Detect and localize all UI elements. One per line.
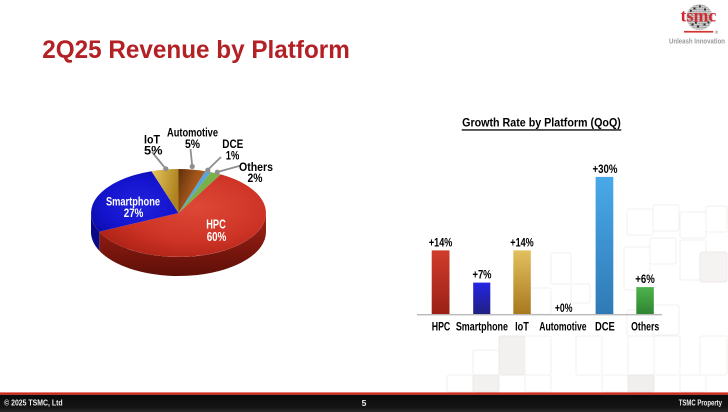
svg-text:HPC: HPC bbox=[432, 320, 451, 334]
svg-text:© 2025 TSMC, Ltd: © 2025 TSMC, Ltd bbox=[4, 399, 63, 408]
svg-text:Automotive: Automotive bbox=[539, 320, 587, 334]
svg-text:2Q25 Revenue by Platform: 2Q25 Revenue by Platform bbox=[42, 36, 350, 64]
svg-text:+14%: +14% bbox=[510, 238, 533, 250]
svg-text:5%: 5% bbox=[144, 144, 163, 158]
svg-text:1%: 1% bbox=[226, 149, 240, 163]
svg-text:60%: 60% bbox=[207, 230, 227, 244]
svg-text:IoT: IoT bbox=[144, 133, 161, 147]
svg-text:27%: 27% bbox=[124, 206, 144, 220]
svg-text:DCE: DCE bbox=[222, 137, 243, 151]
svg-text:+30%: +30% bbox=[593, 164, 618, 176]
svg-text:+14%: +14% bbox=[429, 238, 452, 250]
svg-text:Unleash Innovation: Unleash Innovation bbox=[669, 37, 725, 46]
svg-text:Smartphone: Smartphone bbox=[456, 320, 508, 334]
svg-text:2%: 2% bbox=[248, 171, 263, 185]
svg-text:DCE: DCE bbox=[595, 320, 615, 334]
svg-text:®: ® bbox=[715, 29, 719, 36]
svg-text:Automotive: Automotive bbox=[167, 126, 218, 140]
svg-text:TSMC Property: TSMC Property bbox=[679, 398, 723, 407]
svg-text:+0%: +0% bbox=[555, 303, 573, 315]
svg-text:Others: Others bbox=[631, 320, 659, 334]
svg-text:Smartphone: Smartphone bbox=[106, 195, 160, 209]
svg-text:IoT: IoT bbox=[515, 320, 529, 334]
svg-text:Growth Rate by Platform (QoQ): Growth Rate by Platform (QoQ) bbox=[462, 116, 621, 130]
svg-text:tsmc: tsmc bbox=[681, 5, 717, 25]
svg-text:+6%: +6% bbox=[635, 274, 655, 286]
svg-text:+7%: +7% bbox=[473, 270, 492, 282]
svg-text:5: 5 bbox=[362, 398, 367, 408]
svg-text:HPC: HPC bbox=[206, 217, 226, 231]
svg-text:5%: 5% bbox=[185, 137, 200, 151]
svg-text:Others: Others bbox=[239, 160, 273, 174]
